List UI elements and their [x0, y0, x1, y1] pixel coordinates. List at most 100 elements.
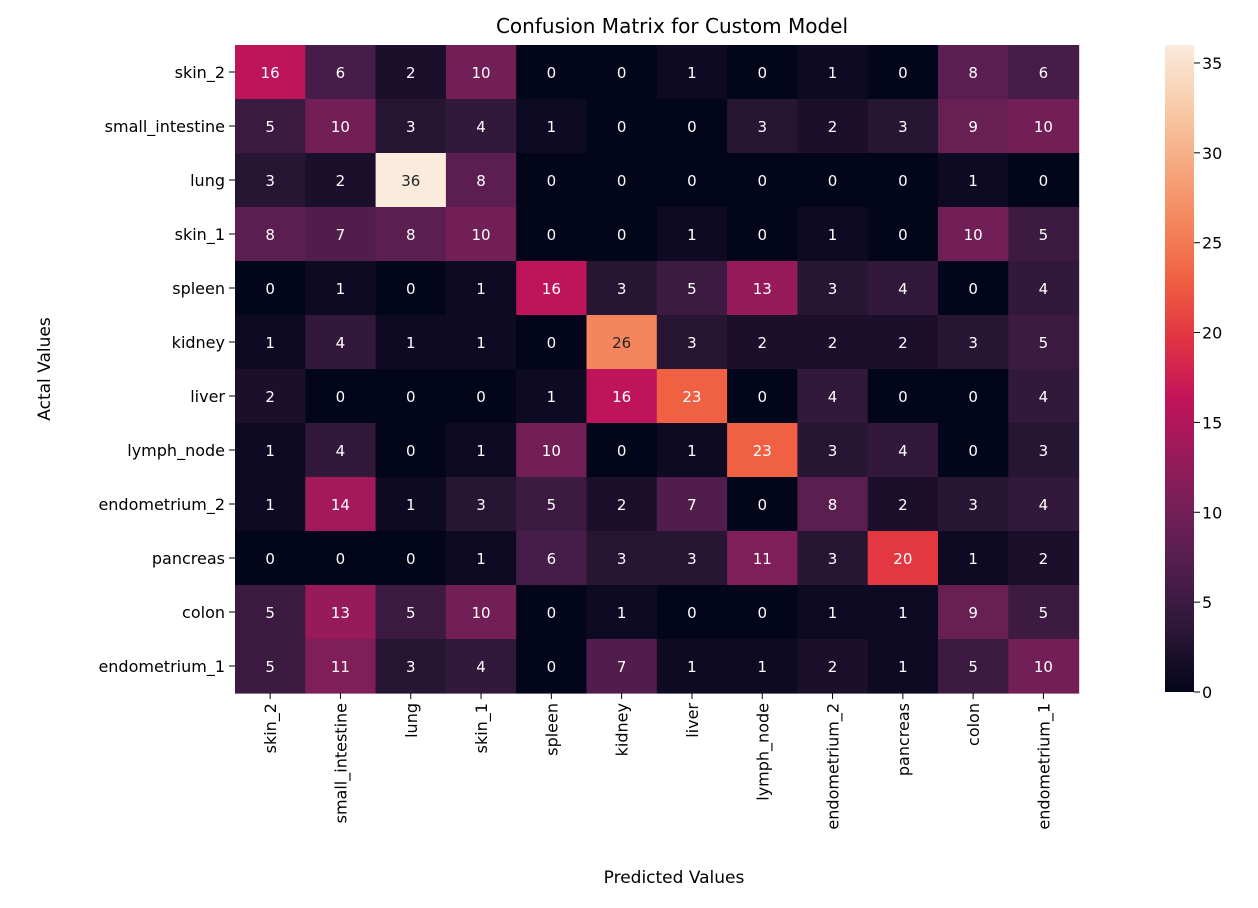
cell-value-label: 1	[828, 604, 838, 622]
cell-value-label: 8	[265, 226, 275, 244]
cell-value-label: 6	[1039, 64, 1049, 82]
heatmap-cell	[797, 261, 869, 316]
heatmap-cell	[1008, 207, 1080, 262]
heatmap-cell	[1008, 315, 1080, 370]
cell-value-label: 5	[265, 604, 275, 622]
heatmap-cell	[1008, 261, 1080, 316]
x-tick-labels: skin_2 small_intestine lung skin_1 spleen kid…	[261, 693, 1054, 830]
heatmap-cell	[586, 153, 658, 208]
cell-value-label: 3	[687, 334, 697, 352]
heatmap-cell	[516, 369, 588, 424]
heatmap-cell	[938, 585, 1009, 640]
cell-value-label: 16	[261, 64, 280, 82]
cell-value-label: 20	[893, 550, 912, 568]
heatmap-cell	[797, 45, 869, 100]
heatmap-cell	[305, 585, 377, 640]
heatmap-cell	[797, 207, 869, 262]
heatmap-cell	[797, 585, 869, 640]
heatmap-cell	[445, 369, 517, 424]
cell-value-label: 3	[476, 496, 486, 514]
heatmap-cell	[1008, 369, 1080, 424]
cell-value-label: 6	[547, 550, 557, 568]
cell-value-label: 16	[542, 280, 561, 298]
heatmap-cell	[516, 639, 588, 694]
y-tick-label: lymph_node	[127, 441, 225, 461]
cell-value-label: 0	[687, 118, 697, 136]
heatmap-cell	[586, 99, 658, 154]
x-tick-label: skin_1	[472, 703, 492, 753]
cell-value-label: 4	[898, 442, 908, 460]
heatmap-cell	[375, 261, 447, 316]
heatmap-cell	[867, 315, 939, 370]
x-tick-label: endometrium_1	[1034, 703, 1054, 830]
y-tick-label: spleen	[172, 279, 225, 298]
cell-value-label: 1	[265, 334, 275, 352]
cell-value-label: 0	[687, 604, 697, 622]
cell-value-label: 0	[406, 442, 416, 460]
colorbar-tick-label: 15	[1202, 413, 1222, 432]
cell-value-label: 0	[898, 388, 908, 406]
heatmap-cell	[938, 423, 1009, 478]
cell-value-label: 0	[757, 172, 767, 190]
heatmap-cell	[516, 207, 588, 262]
heatmap-cell	[445, 531, 517, 586]
cell-value-label: 5	[1039, 226, 1049, 244]
heatmap-cell	[656, 369, 728, 424]
cell-value-label: 0	[336, 550, 346, 568]
cell-value-label: 0	[265, 550, 275, 568]
cell-value-label: 0	[757, 604, 767, 622]
heatmap-cell	[938, 315, 1009, 370]
cell-value-label: 10	[542, 442, 561, 460]
heatmap-cell	[1008, 531, 1080, 586]
x-tick-label: liver	[683, 703, 702, 738]
cell-value-label: 0	[968, 442, 978, 460]
cell-value-label: 1	[265, 442, 275, 460]
heatmap-cell	[445, 261, 517, 316]
heatmap-cell	[305, 531, 377, 586]
cell-value-label: 3	[968, 496, 978, 514]
heatmap-cell	[375, 45, 447, 100]
heatmap-cell	[586, 423, 658, 478]
heatmap-cell	[235, 207, 306, 262]
cell-value-label: 0	[968, 388, 978, 406]
heatmap-cell	[305, 423, 377, 478]
heatmap-cell	[375, 153, 447, 208]
x-tick-label: skin_2	[261, 703, 281, 753]
cell-value-label: 13	[331, 604, 350, 622]
heatmap-cell	[235, 531, 306, 586]
heatmap-cell	[727, 45, 798, 100]
cell-value-label: 0	[547, 64, 557, 82]
heatmap-cell	[938, 477, 1009, 532]
cell-value-label: 0	[547, 172, 557, 190]
cell-value-label: 11	[331, 658, 350, 676]
cell-value-label: 7	[687, 496, 697, 514]
heatmap-cell	[727, 369, 798, 424]
heatmap-cell	[586, 261, 658, 316]
heatmap-cell	[656, 585, 728, 640]
cell-value-label: 0	[898, 64, 908, 82]
heatmap-cell	[797, 153, 869, 208]
cell-value-label: 1	[828, 226, 838, 244]
cell-value-label: 10	[331, 118, 350, 136]
heatmap-cell	[797, 315, 869, 370]
heatmap-cell	[797, 99, 869, 154]
heatmap-cell	[938, 153, 1009, 208]
cell-value-label: 10	[472, 226, 491, 244]
cell-value-label: 7	[617, 658, 627, 676]
heatmap-cell	[727, 207, 798, 262]
colorbar-tick-label: 30	[1202, 144, 1222, 163]
heatmap-cell	[586, 207, 658, 262]
cell-value-label: 0	[757, 64, 767, 82]
cell-value-label: 0	[406, 550, 416, 568]
cell-value-label: 2	[828, 658, 838, 676]
y-tick-label: endometrium_2	[98, 495, 225, 515]
colorbar-tick-label: 20	[1202, 324, 1222, 343]
heatmap-cell	[727, 639, 798, 694]
heatmap-cell	[445, 153, 517, 208]
cell-value-label: 10	[964, 226, 983, 244]
heatmap-cell	[516, 45, 588, 100]
cell-value-label: 10	[472, 64, 491, 82]
cell-value-label: 23	[753, 442, 772, 460]
cell-value-label: 1	[757, 658, 767, 676]
